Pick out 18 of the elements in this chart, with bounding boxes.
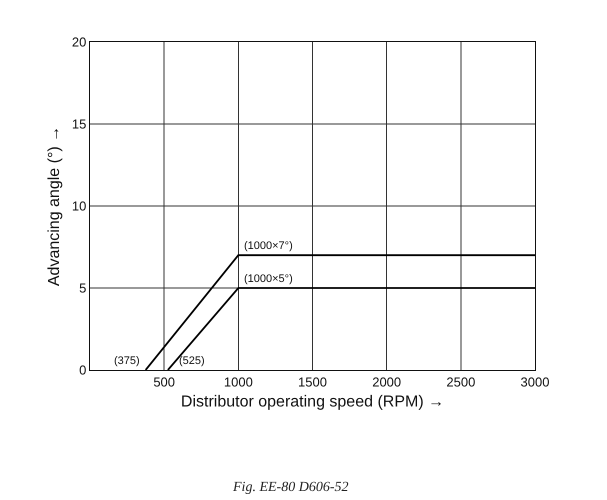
x-tick-label: 2500 xyxy=(446,374,476,390)
x-axis-title: Distributor operating speed (RPM) → xyxy=(180,393,444,410)
annotation: (375) xyxy=(114,355,140,367)
x-tick-label: 3000 xyxy=(520,374,550,390)
y-tick-label: 15 xyxy=(72,116,86,132)
x-tick-label: 1500 xyxy=(298,374,327,390)
text: Fig. EE-80 D606-52 xyxy=(232,480,348,495)
annotation: (525) xyxy=(179,355,205,367)
annotation: (1000×7°) xyxy=(244,240,293,252)
x-tick-label: 1000 xyxy=(224,374,253,390)
y-tick-label: 5 xyxy=(79,280,86,296)
y-axis-title: Advancing angle (°) → xyxy=(46,126,63,286)
x-tick-label: 2000 xyxy=(372,374,402,390)
x-tick-label: 500 xyxy=(153,374,176,390)
y-tick-label: 0 xyxy=(79,362,86,378)
y-tick-label: 10 xyxy=(72,198,86,214)
y-tick-label: 20 xyxy=(72,34,86,50)
annotation: (1000×5°) xyxy=(244,273,293,285)
